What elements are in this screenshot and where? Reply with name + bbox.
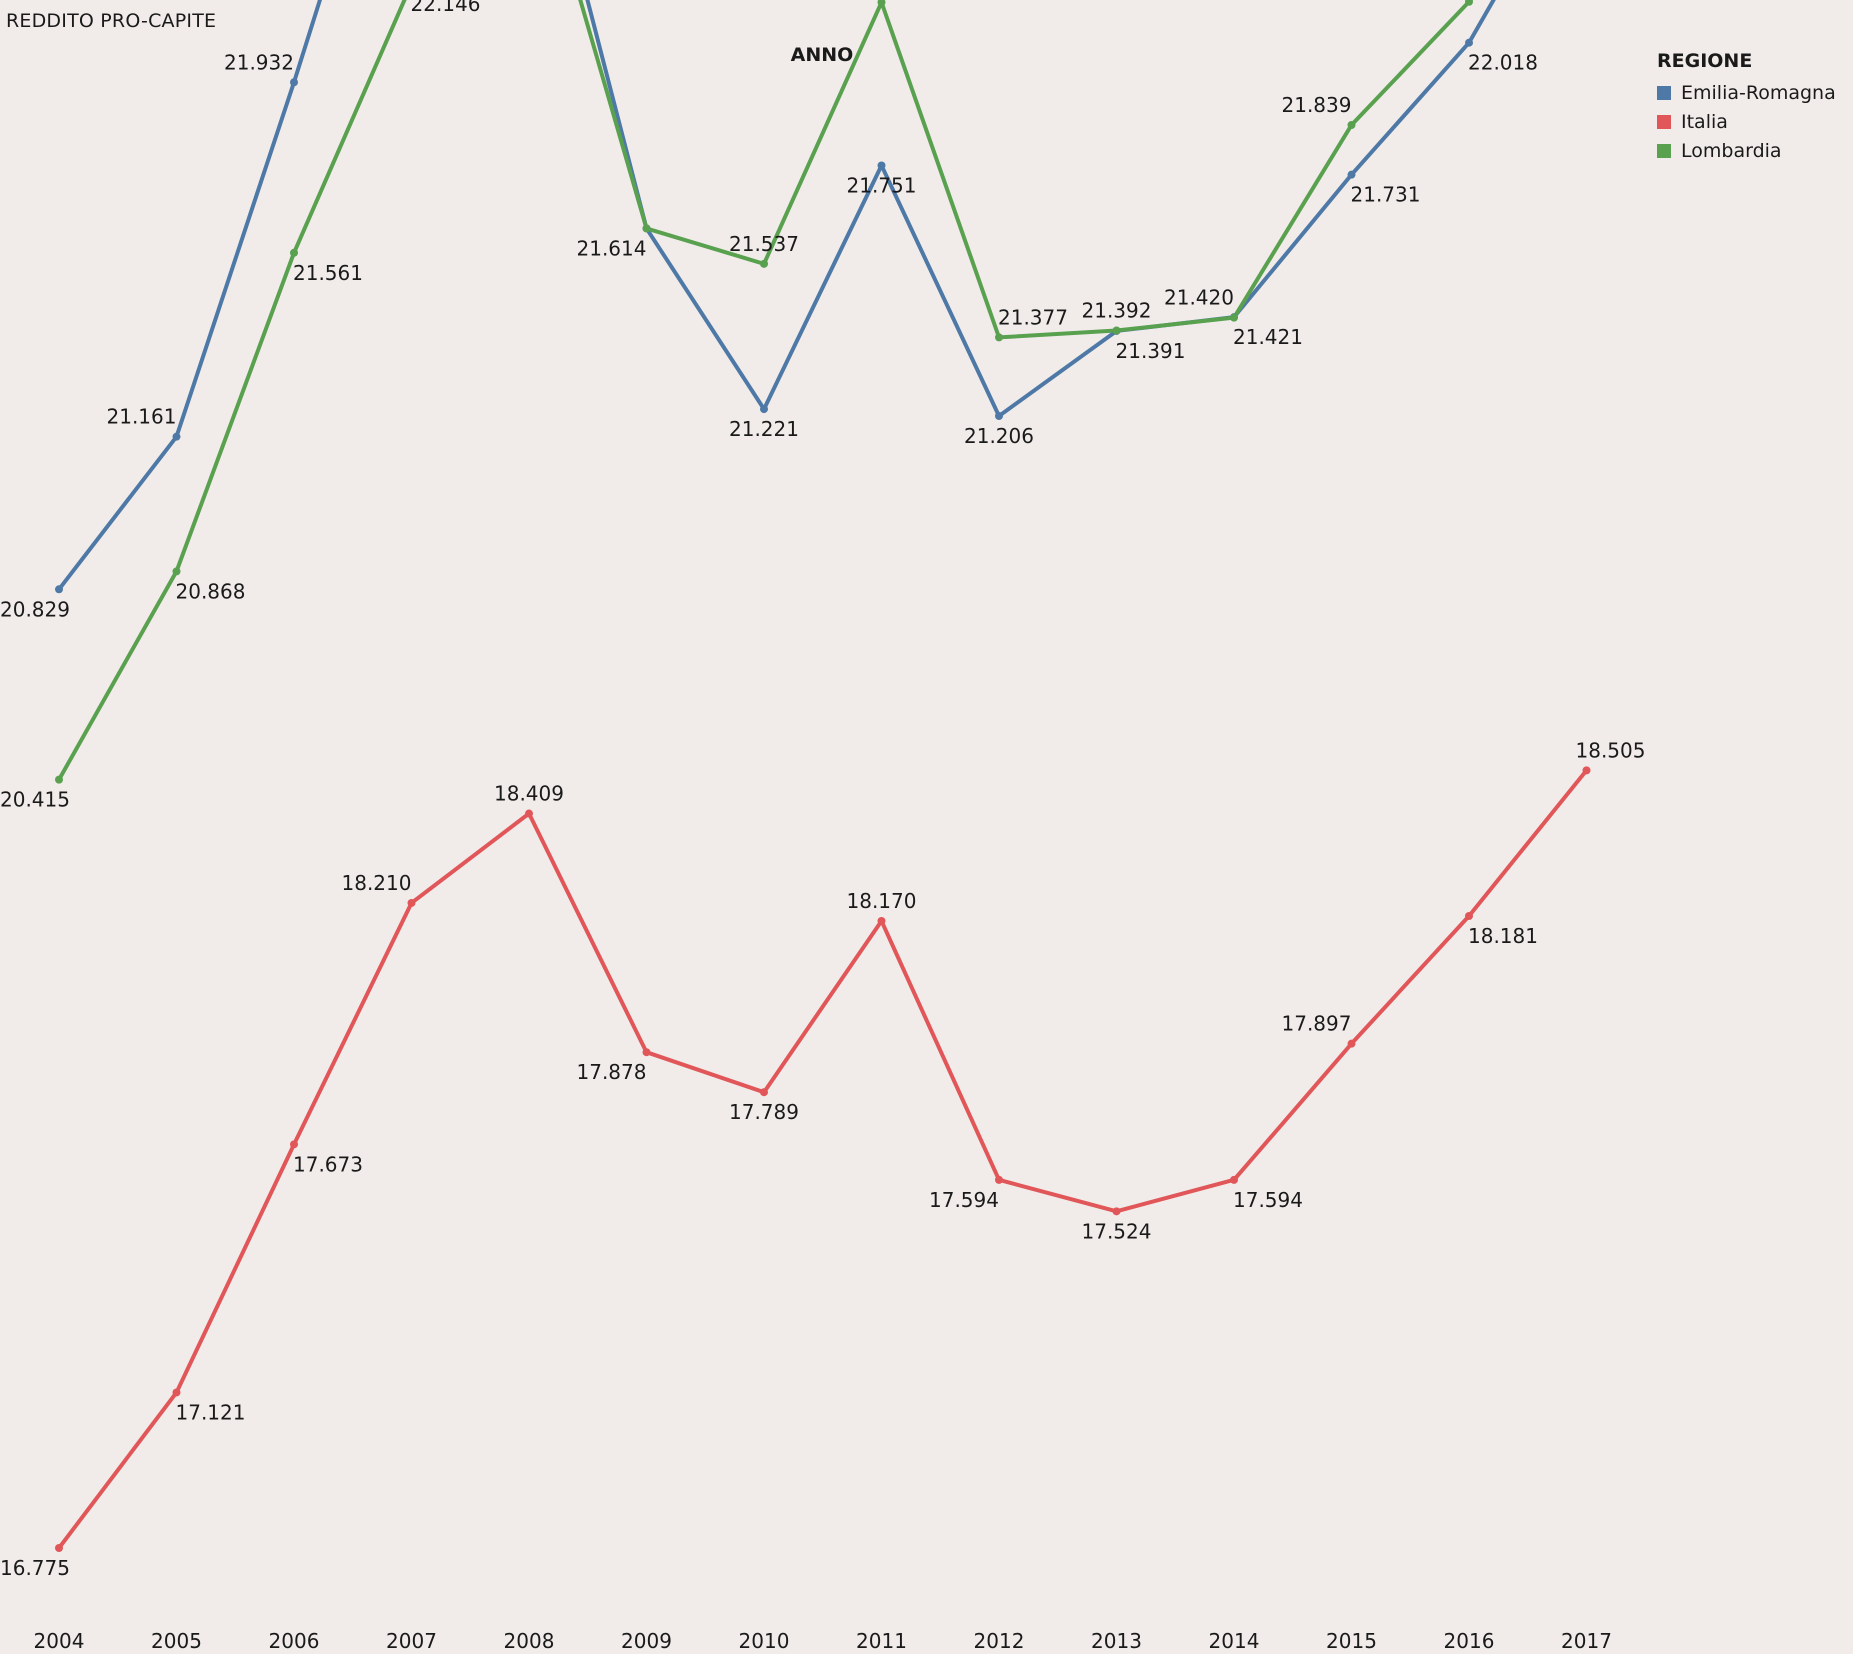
data-point[interactable]: [1582, 766, 1591, 775]
data-point[interactable]: [877, 0, 886, 7]
legend-title: REGIONE: [1657, 50, 1753, 72]
x-tick-label: 2006: [269, 1629, 320, 1653]
data-label: 21.392: [1082, 298, 1152, 322]
data-label: 17.878: [577, 1060, 647, 1084]
data-label: 21.731: [1351, 183, 1421, 207]
data-point[interactable]: [1465, 912, 1473, 921]
data-point[interactable]: [995, 411, 1003, 420]
data-label: 16.775: [0, 1556, 70, 1580]
data-point[interactable]: [55, 585, 63, 594]
data-point[interactable]: [1112, 326, 1121, 335]
data-label: 21.391: [1116, 339, 1186, 363]
data-label: 20.868: [176, 579, 246, 603]
x-tick-label: 2014: [1209, 1629, 1260, 1653]
data-label: 21.932: [224, 50, 294, 74]
x-tick-label: 2012: [974, 1629, 1025, 1653]
data-point[interactable]: [1465, 38, 1473, 47]
data-label: 22.146: [411, 0, 481, 16]
data-label: 22.018: [1468, 51, 1538, 75]
legend-item-italia[interactable]: Italia: [1657, 107, 1853, 136]
data-label: 20.829: [0, 597, 70, 621]
data-point[interactable]: [172, 1388, 181, 1397]
data-point[interactable]: [1112, 1207, 1121, 1216]
data-label: 21.206: [964, 424, 1034, 448]
data-point[interactable]: [642, 224, 651, 233]
data-point[interactable]: [290, 1140, 298, 1149]
legend-swatch: [1657, 143, 1671, 158]
data-label: 21.377: [998, 305, 1068, 329]
legend-swatch: [1657, 114, 1671, 129]
data-label: 21.420: [1164, 286, 1234, 310]
legend-item-emilia-romagna[interactable]: Emilia-Romagna: [1657, 78, 1853, 107]
series-line-lombardia: [57, 0, 1474, 781]
x-tick-label: 2007: [386, 1629, 437, 1653]
data-label: 18.409: [494, 782, 564, 806]
data-label: 18.170: [847, 889, 917, 913]
series-line-italia: [57, 769, 1589, 1550]
data-label: 18.210: [342, 871, 412, 895]
data-point[interactable]: [172, 567, 181, 576]
x-tick-label: 2017: [1561, 1629, 1612, 1653]
x-tick-label: 2009: [621, 1629, 672, 1653]
data-point[interactable]: [760, 259, 768, 268]
data-point[interactable]: [290, 78, 298, 87]
data-point[interactable]: [55, 775, 63, 784]
x-tick-label: 2015: [1326, 1629, 1377, 1653]
data-label: 17.897: [1282, 1012, 1352, 1036]
x-tick-label: 2016: [1444, 1629, 1495, 1653]
data-point[interactable]: [995, 1175, 1003, 1184]
data-label: 17.594: [929, 1188, 999, 1212]
data-label: 21.421: [1233, 325, 1303, 349]
legend-swatch: [1657, 85, 1671, 100]
data-point[interactable]: [1465, 0, 1473, 6]
data-point[interactable]: [1230, 1175, 1238, 1184]
data-label: 21.751: [847, 173, 917, 197]
data-point[interactable]: [1347, 1039, 1356, 1048]
data-label: 21.614: [577, 236, 647, 260]
data-label: 17.594: [1233, 1188, 1303, 1212]
data-point[interactable]: [642, 1048, 651, 1057]
data-label: 21.161: [107, 405, 177, 429]
data-point[interactable]: [525, 809, 533, 818]
data-point[interactable]: [877, 161, 886, 170]
data-label: 18.181: [1468, 924, 1538, 948]
data-point[interactable]: [760, 1088, 768, 1097]
x-tick-label: 2008: [504, 1629, 555, 1653]
data-point[interactable]: [172, 432, 181, 441]
legend-label: Italia: [1681, 110, 1728, 133]
series-line-emilia-romagna: [57, 0, 1496, 591]
legend: REGIONE Emilia-Romagna Italia Lombardia: [1657, 50, 1853, 165]
data-point[interactable]: [1230, 313, 1238, 322]
data-point[interactable]: [995, 333, 1003, 342]
data-point[interactable]: [55, 1544, 63, 1552]
data-point[interactable]: [290, 248, 298, 257]
y-axis-title: REDDITO PRO-CAPITE: [6, 10, 217, 32]
data-point[interactable]: [760, 405, 768, 414]
data-label: 21.537: [729, 232, 799, 256]
legend-item-lombardia[interactable]: Lombardia: [1657, 136, 1853, 165]
legend-label: Lombardia: [1681, 139, 1782, 162]
data-label: 17.789: [729, 1100, 799, 1124]
x-tick-label: 2005: [151, 1629, 202, 1653]
data-label: 21.221: [729, 417, 799, 441]
data-label: 20.415: [0, 788, 70, 812]
data-point[interactable]: [1347, 121, 1356, 130]
x-axis-title: ANNO: [790, 44, 854, 66]
data-point[interactable]: [877, 916, 886, 925]
data-label: 21.839: [1282, 93, 1352, 117]
data-point[interactable]: [407, 898, 416, 907]
data-point[interactable]: [1347, 170, 1356, 179]
data-label: 17.121: [176, 1400, 246, 1424]
x-tick-label: 2004: [34, 1629, 85, 1653]
data-label: 17.524: [1082, 1219, 1152, 1243]
data-label: 18.505: [1576, 738, 1646, 762]
x-tick-label: 2011: [856, 1629, 907, 1653]
data-label: 21.561: [293, 261, 363, 285]
data-label: 17.673: [293, 1152, 363, 1176]
legend-label: Emilia-Romagna: [1681, 81, 1836, 104]
x-tick-label: 2013: [1091, 1629, 1142, 1653]
x-tick-label: 2010: [739, 1629, 790, 1653]
